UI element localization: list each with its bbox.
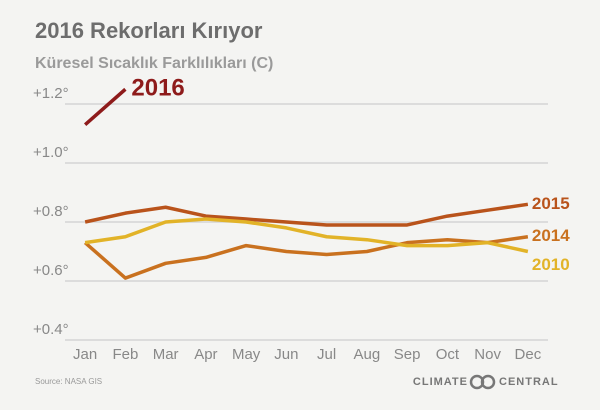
brand: CENTRAL xyxy=(499,376,559,388)
x-tick-label: Mar xyxy=(153,346,179,363)
series-label: 2010 xyxy=(532,255,570,274)
x-tick-label: Aug xyxy=(354,346,381,363)
x-tick-label: Apr xyxy=(194,346,217,363)
x-tick-label: Nov xyxy=(474,346,501,363)
x-tick-label: Dec xyxy=(515,346,542,363)
y-tick-label: +0.8° xyxy=(33,203,69,220)
series-line xyxy=(84,202,529,227)
y-tick-label: +1.0° xyxy=(33,144,69,161)
y-tick-label: +1.2° xyxy=(33,85,69,102)
x-tick-label: Sep xyxy=(394,346,421,363)
brand-logo xyxy=(469,374,496,390)
series-label: 2014 xyxy=(532,226,570,245)
series-line xyxy=(83,235,529,280)
y-tick-label: +0.4° xyxy=(33,321,69,338)
series-label: 2016 xyxy=(131,75,184,102)
chart-subtitle: Küresel Sıcaklık Farklılıkları (C) xyxy=(35,55,273,72)
y-tick-label: +0.6° xyxy=(33,262,69,279)
x-tick-label: Jan xyxy=(73,346,97,363)
x-tick-label: May xyxy=(232,346,261,363)
series-line xyxy=(84,217,529,254)
x-tick-label: Oct xyxy=(436,346,460,363)
chart-title: 2016 Rekorları Kırıyor xyxy=(35,18,263,43)
brand: CLIMATE xyxy=(413,376,468,388)
source: Source: NASA GIS xyxy=(35,377,102,386)
x-tick-label: Feb xyxy=(112,346,138,363)
series-line xyxy=(83,87,127,126)
series-label: 2015 xyxy=(532,194,570,213)
x-tick-label: Jul xyxy=(317,346,336,363)
x-tick-label: Jun xyxy=(274,346,298,363)
